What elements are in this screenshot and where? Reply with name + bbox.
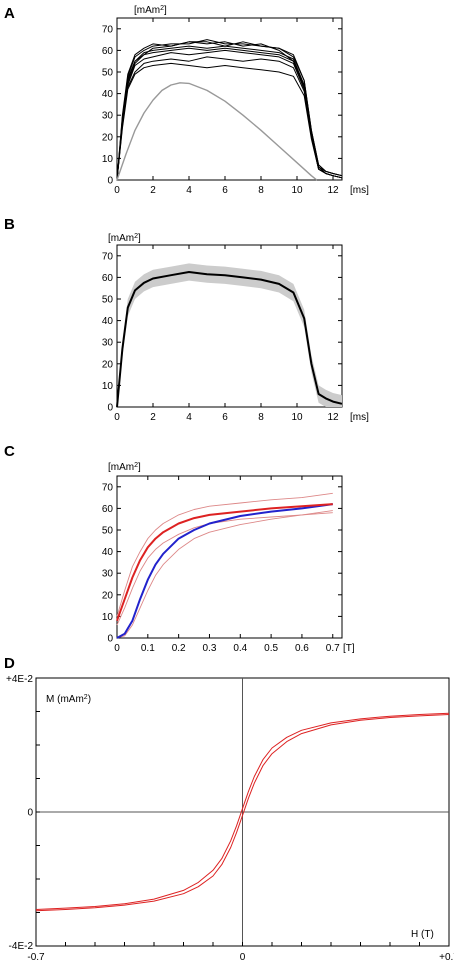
panel-b: B [mAm2] 0 2 4 6 8 10 12 0 10 20 30 40 50 60 70 [ms] [4,216,369,423]
panel-d-y-tick-label: -4E-2 [9,941,34,952]
panel-b-y-tick-label: 60 [102,273,114,284]
panel-d-x-label: H (T) [411,929,434,940]
panel-c-y-tick-label: 60 [102,504,114,515]
panel-d-letter: D [4,655,15,672]
panel-c-y-tick-label: 40 [102,547,114,558]
panel-c-x-unit: [T] [343,643,355,654]
panel-c-curve-blue-2 [116,503,333,639]
panel-c-y-tick-label: 50 [102,526,114,537]
panel-a-y-unit-text: [mAm2] [134,5,167,17]
panel-b-sd-band [117,263,342,407]
panel-b-x-tick-label: 8 [258,412,264,423]
panel-b-y-tick-label: 0 [107,403,113,414]
panel-a-y-tick-label: 50 [102,68,114,79]
panel-d-y-label: M (mAm2) [46,694,91,706]
panel-a: A [mAm2] 0 2 4 6 8 10 12 0 10 20 30 40 50 60 70 [ms] [4,5,369,197]
panel-c-letter: C [4,443,15,460]
panel-d: D M (mAm2) H (T) -0.7 0 +0.7 -4E-2 0 +4E-2 [4,655,454,963]
panel-b-y-tick-label: 40 [102,316,114,327]
panel-a-trace-7 [116,62,343,181]
panel-b-letter: B [4,216,15,233]
panel-c-y-unit: [mAm2] [108,462,141,474]
panel-c-curve-pink-4 [116,512,333,626]
panel-d-loop-ascending [35,712,450,910]
panel-c-curve-pink-3 [116,492,333,617]
panel-b-x-tick-label: 12 [327,412,339,423]
panel-a-trace-8 [116,41,343,181]
panel-c-x-tick-label: 0.1 [141,643,155,654]
panel-a-y-tick-label: 60 [102,46,114,57]
panel-b-x-tick-label: 10 [291,412,303,423]
panel-c-x-tick-label: 0.4 [233,643,247,654]
panel-b-x-tick-label: 4 [186,412,192,423]
panel-c-x-tick-label: 0.7 [326,643,340,654]
panel-b-plot-frame [116,244,343,408]
panel-c-y-tick-label: 20 [102,590,114,601]
panel-a-x-tick-label: 12 [327,185,339,196]
panel-c-plot-frame [116,475,343,639]
panel-b-y-tick-label: 10 [102,381,114,392]
panel-b-y-unit: [mAm2] [108,233,141,245]
panel-a-x-tick-label: 6 [222,185,228,196]
panel-b-y-tick-label: 70 [102,251,114,262]
panel-a-plot-frame [116,17,343,181]
panel-a-x-tick-label: 8 [258,185,264,196]
panel-a-x-tick-label: 10 [291,185,303,196]
panel-b-x-tick-label: 0 [114,412,120,423]
panel-d-loop-descending [35,714,450,912]
panel-b-y-tick-label: 50 [102,295,114,306]
panel-a-letter: A [4,5,15,22]
panel-a-x-tick-label: 2 [150,185,156,196]
panel-b-y-tick-label: 20 [102,359,114,370]
panel-c-x-tick-label: 0 [114,643,120,654]
panel-d-y-tick-label: 0 [27,808,33,819]
panel-c-x-tick-label: 0.6 [295,643,309,654]
panel-a-y-tick-label: 10 [102,154,114,165]
panel-c-x-tick-label: 0.2 [172,643,186,654]
panel-a-y-tick-label: 30 [102,111,114,122]
panel-d-x-tick-label: -0.7 [27,952,45,963]
panel-c: C [mAm2] 0 0.1 0.2 0.3 0.4 0.5 0.6 0.7 0 10 20 30 40… [4,443,355,654]
panel-c-y-tick-label: 70 [102,482,114,493]
panel-c-y-tick-label: 0 [107,634,113,645]
panel-c-x-tick-label: 0.3 [203,643,217,654]
panel-c-y-tick-label: 10 [102,612,114,623]
panel-a-x-unit: [ms] [350,185,369,196]
panel-a-y-unit: [mAm2] [134,5,167,17]
panel-b-mean-curve [116,271,343,408]
panel-a-y-tick-label: 0 [107,176,113,187]
panel-b-y-tick-label: 30 [102,338,114,349]
panel-c-curve-pink-5 [116,510,333,639]
panel-b-x-tick-label: 2 [150,412,156,423]
panel-a-x-tick-label: 4 [186,185,192,196]
panel-c-curve-red-1 [116,503,333,622]
panel-a-y-tick-label: 70 [102,24,114,35]
panel-a-y-tick-label: 20 [102,132,114,143]
panel-a-y-tick-label: 40 [102,89,114,100]
panel-d-y-tick-label: +4E-2 [6,674,33,685]
panel-a-x-tick-label: 0 [114,185,120,196]
panel-d-x-tick-label: 0 [240,952,246,963]
panel-b-x-tick-label: 6 [222,412,228,423]
panel-a-model-curve [116,82,318,181]
panel-c-y-tick-label: 30 [102,569,114,580]
panel-b-x-unit: [ms] [350,412,369,423]
panel-d-x-tick-label: +0.7 [439,952,454,963]
panel-c-x-tick-label: 0.5 [264,643,278,654]
